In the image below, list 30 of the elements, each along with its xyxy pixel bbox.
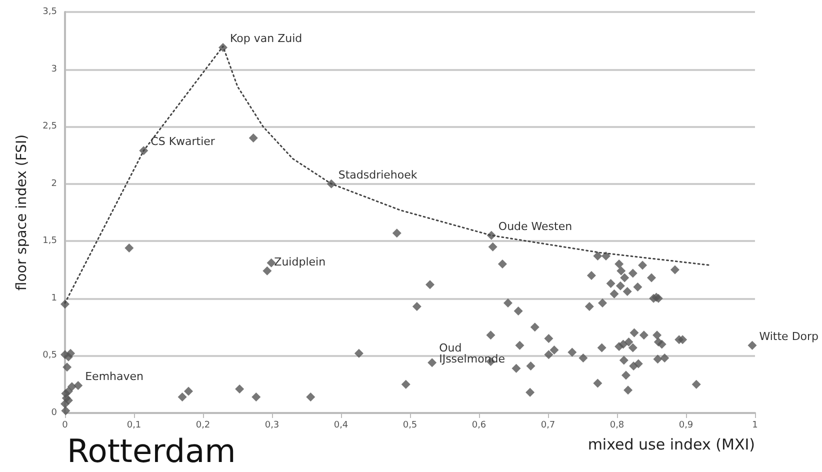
annotation: Witte Dorp bbox=[759, 330, 819, 343]
annotation: Eemhaven bbox=[85, 370, 144, 384]
annotation: Zuidplein bbox=[274, 255, 326, 268]
annotation: Kop van Zuid bbox=[230, 32, 302, 46]
text: Rotterdam bbox=[67, 432, 236, 470]
x-tick-label: 0,4 bbox=[334, 420, 348, 430]
x-axis-title: mixed use index (MXI) bbox=[588, 436, 755, 454]
x-tick-label: 0,6 bbox=[472, 420, 486, 430]
y-axis-title: floor space index (FSI) bbox=[14, 134, 30, 291]
y-tick-label: 0,5 bbox=[42, 350, 57, 361]
annotation: Oude Westen bbox=[498, 220, 572, 233]
x-tick-label: 0,9 bbox=[678, 420, 694, 430]
x-tick-label: 0,1 bbox=[126, 420, 142, 430]
y-tick-label: 3,5 bbox=[42, 7, 57, 17]
x-tick-label: 0,8 bbox=[610, 420, 624, 430]
x-tick-label: 0,7 bbox=[540, 420, 556, 430]
annotation: Stadsdriehoek bbox=[338, 168, 418, 182]
y-tick-label: 2,5 bbox=[42, 122, 57, 132]
x-tick-label: 1 bbox=[752, 420, 758, 430]
x-tick-label: 0 bbox=[62, 420, 68, 430]
annotation: Oud IJsselmonde bbox=[439, 342, 506, 366]
annotation: CS Kwartier bbox=[150, 135, 216, 148]
x-tick-label: 0,5 bbox=[402, 420, 418, 430]
x-tick-label: 0,2 bbox=[196, 420, 210, 430]
y-tick-label: 1 bbox=[51, 293, 57, 304]
y-tick-label: 0 bbox=[51, 408, 58, 418]
x-tick-label: 0,3 bbox=[264, 420, 280, 430]
y-tick-label: 1,5 bbox=[42, 236, 57, 246]
y-tick-label: 2 bbox=[51, 178, 57, 189]
y-tick-label: 3 bbox=[51, 64, 57, 74]
